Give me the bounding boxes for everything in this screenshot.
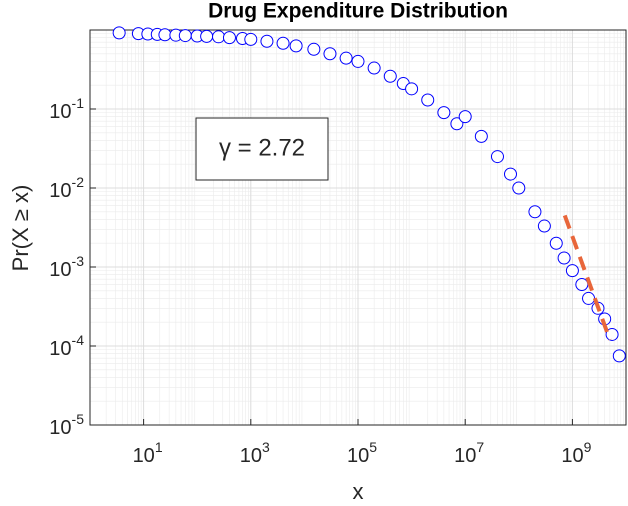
point — [450, 117, 464, 131]
point — [307, 42, 321, 56]
tick-label: 109 — [561, 439, 591, 468]
point — [200, 29, 214, 43]
point — [537, 219, 551, 233]
point — [437, 106, 451, 120]
chart-title: Drug Expenditure Distribution — [208, 0, 508, 23]
point — [565, 264, 579, 278]
point — [528, 205, 542, 219]
tick-label: 10-2 — [49, 174, 84, 203]
tick-label: 10-4 — [49, 332, 84, 361]
y-axis-label: Pr(X ≥ x) — [8, 185, 33, 272]
point — [582, 291, 596, 305]
tick-label: 10-5 — [49, 411, 84, 440]
point — [158, 28, 172, 42]
tick-label: 10-3 — [49, 253, 84, 282]
point — [557, 251, 571, 265]
point — [474, 129, 488, 143]
fit-line — [562, 214, 612, 341]
point — [549, 236, 563, 250]
point — [351, 54, 365, 68]
point — [605, 327, 619, 341]
plot-frame — [89, 29, 627, 426]
tick-label: 10-1 — [49, 95, 84, 124]
point — [339, 51, 353, 65]
point — [490, 150, 504, 164]
point — [212, 30, 226, 44]
point — [222, 31, 236, 45]
point — [512, 181, 526, 195]
point — [178, 29, 192, 43]
tick-label: 103 — [240, 439, 270, 468]
point — [244, 32, 258, 46]
point — [503, 167, 517, 181]
point — [112, 26, 126, 40]
x-axis-label: x — [353, 479, 364, 504]
point — [323, 47, 337, 61]
tick-label: 101 — [133, 439, 163, 468]
point — [421, 93, 435, 107]
point — [612, 349, 626, 363]
point — [289, 39, 303, 53]
point — [405, 82, 419, 96]
point — [383, 69, 397, 83]
annotation: γ = 2.72 — [219, 134, 305, 161]
point — [367, 61, 381, 75]
point — [276, 36, 290, 50]
point — [458, 110, 472, 124]
point — [260, 34, 274, 48]
tick-label: 107 — [454, 439, 484, 468]
point — [575, 278, 589, 292]
annotation-box — [195, 117, 329, 181]
tick-label: 105 — [347, 439, 377, 468]
